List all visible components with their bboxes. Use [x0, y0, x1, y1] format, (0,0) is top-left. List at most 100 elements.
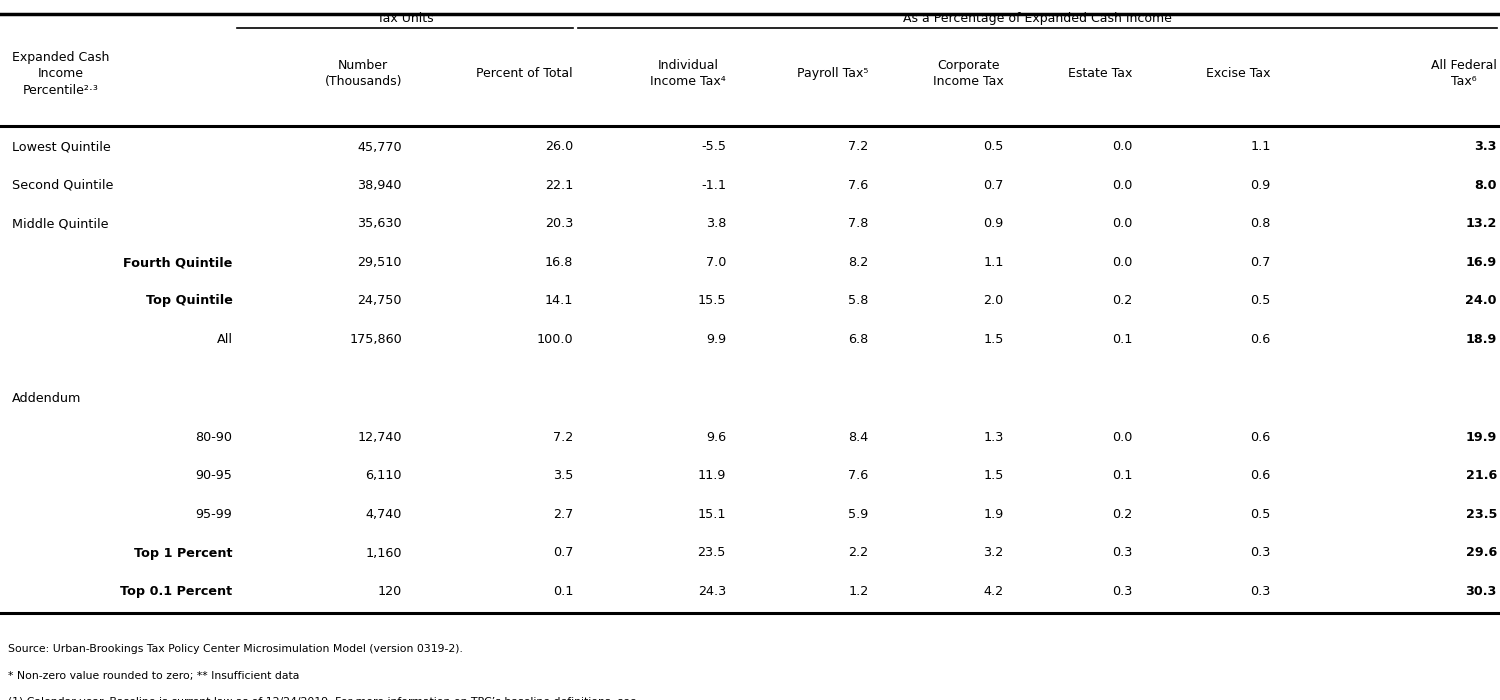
- Text: 2.0: 2.0: [984, 295, 1004, 307]
- Text: 0.2: 0.2: [1112, 508, 1132, 521]
- Text: Addendum: Addendum: [12, 393, 81, 405]
- Text: 120: 120: [378, 585, 402, 598]
- Text: Top 1 Percent: Top 1 Percent: [134, 547, 232, 559]
- Text: 0.9: 0.9: [1251, 179, 1270, 192]
- Text: 7.6: 7.6: [847, 470, 868, 482]
- Text: 0.9: 0.9: [984, 218, 1004, 230]
- Text: 1.5: 1.5: [982, 333, 1004, 346]
- Text: 6.8: 6.8: [847, 333, 868, 346]
- Text: 0.3: 0.3: [1112, 547, 1132, 559]
- Text: 7.0: 7.0: [705, 256, 726, 269]
- Text: 9.6: 9.6: [706, 431, 726, 444]
- Text: 5.8: 5.8: [847, 295, 868, 307]
- Text: 9.9: 9.9: [706, 333, 726, 346]
- Text: Middle Quintile: Middle Quintile: [12, 218, 108, 230]
- Text: 0.1: 0.1: [1112, 470, 1132, 482]
- Text: 0.5: 0.5: [1250, 508, 1270, 521]
- Text: 3.2: 3.2: [984, 547, 1004, 559]
- Text: As a Percentage of Expanded Cash Income: As a Percentage of Expanded Cash Income: [903, 12, 1172, 25]
- Text: 15.5: 15.5: [698, 295, 726, 307]
- Text: 1.2: 1.2: [847, 585, 868, 598]
- Text: 38,940: 38,940: [357, 179, 402, 192]
- Text: 8.2: 8.2: [847, 256, 868, 269]
- Text: Estate Tax: Estate Tax: [1068, 67, 1132, 80]
- Text: 0.0: 0.0: [1112, 179, 1132, 192]
- Text: 0.7: 0.7: [552, 547, 573, 559]
- Text: 45,770: 45,770: [357, 141, 402, 153]
- Text: 0.0: 0.0: [1112, 141, 1132, 153]
- Text: 80-90: 80-90: [195, 431, 232, 444]
- Text: 1,160: 1,160: [366, 547, 402, 559]
- Text: 11.9: 11.9: [698, 470, 726, 482]
- Text: 14.1: 14.1: [544, 295, 573, 307]
- Text: 0.3: 0.3: [1112, 585, 1132, 598]
- Text: Corporate
Income Tax: Corporate Income Tax: [933, 59, 1004, 88]
- Text: Tax Units: Tax Units: [376, 12, 433, 25]
- Text: 90-95: 90-95: [195, 470, 232, 482]
- Text: Lowest Quintile: Lowest Quintile: [12, 141, 111, 153]
- Text: 0.6: 0.6: [1251, 333, 1270, 346]
- Text: Number
(Thousands): Number (Thousands): [324, 59, 402, 88]
- Text: 3.8: 3.8: [705, 218, 726, 230]
- Text: Second Quintile: Second Quintile: [12, 179, 114, 192]
- Text: Top Quintile: Top Quintile: [146, 295, 232, 307]
- Text: 29,510: 29,510: [357, 256, 402, 269]
- Text: 0.3: 0.3: [1250, 585, 1270, 598]
- Text: 0.3: 0.3: [1250, 547, 1270, 559]
- Text: 23.5: 23.5: [1466, 508, 1497, 521]
- Text: 19.9: 19.9: [1466, 431, 1497, 444]
- Text: 20.3: 20.3: [544, 218, 573, 230]
- Text: 0.2: 0.2: [1112, 295, 1132, 307]
- Text: 0.1: 0.1: [1112, 333, 1132, 346]
- Text: 4.2: 4.2: [984, 585, 1004, 598]
- Text: 0.6: 0.6: [1251, 470, 1270, 482]
- Text: 0.0: 0.0: [1112, 256, 1132, 269]
- Text: Fourth Quintile: Fourth Quintile: [123, 256, 232, 269]
- Text: 7.2: 7.2: [552, 431, 573, 444]
- Text: 175,860: 175,860: [350, 333, 402, 346]
- Text: 0.6: 0.6: [1251, 431, 1270, 444]
- Text: Individual
Income Tax⁴: Individual Income Tax⁴: [651, 59, 726, 88]
- Text: 0.5: 0.5: [1250, 295, 1270, 307]
- Text: 100.0: 100.0: [537, 333, 573, 346]
- Text: 35,630: 35,630: [357, 218, 402, 230]
- Text: Excise Tax: Excise Tax: [1206, 67, 1270, 80]
- Text: 0.1: 0.1: [552, 585, 573, 598]
- Text: 7.2: 7.2: [847, 141, 868, 153]
- Text: 8.0: 8.0: [1474, 179, 1497, 192]
- Text: 5.9: 5.9: [847, 508, 868, 521]
- Text: 0.5: 0.5: [982, 141, 1004, 153]
- Text: 95-99: 95-99: [195, 508, 232, 521]
- Text: 7.8: 7.8: [847, 218, 868, 230]
- Text: Payroll Tax⁵: Payroll Tax⁵: [796, 67, 868, 80]
- Text: 26.0: 26.0: [544, 141, 573, 153]
- Text: 29.6: 29.6: [1466, 547, 1497, 559]
- Text: 21.6: 21.6: [1466, 470, 1497, 482]
- Text: (1) Calendar year. Baseline is current law as of 12/24/2019. For more informatio: (1) Calendar year. Baseline is current l…: [8, 697, 639, 700]
- Text: 13.2: 13.2: [1466, 218, 1497, 230]
- Text: 1.1: 1.1: [1250, 141, 1270, 153]
- Text: 18.9: 18.9: [1466, 333, 1497, 346]
- Text: 1.5: 1.5: [982, 470, 1004, 482]
- Text: 3.3: 3.3: [1474, 141, 1497, 153]
- Text: All: All: [216, 333, 232, 346]
- Text: -5.5: -5.5: [700, 141, 726, 153]
- Text: Percent of Total: Percent of Total: [477, 67, 573, 80]
- Text: Source: Urban-Brookings Tax Policy Center Microsimulation Model (version 0319-2): Source: Urban-Brookings Tax Policy Cente…: [8, 644, 462, 654]
- Text: * Non-zero value rounded to zero; ** Insufficient data: * Non-zero value rounded to zero; ** Ins…: [8, 671, 298, 681]
- Text: 24.0: 24.0: [1466, 295, 1497, 307]
- Text: 16.9: 16.9: [1466, 256, 1497, 269]
- Text: 15.1: 15.1: [698, 508, 726, 521]
- Text: 8.4: 8.4: [847, 431, 868, 444]
- Text: 3.5: 3.5: [552, 470, 573, 482]
- Text: 16.8: 16.8: [544, 256, 573, 269]
- Text: 24,750: 24,750: [357, 295, 402, 307]
- Text: -1.1: -1.1: [700, 179, 726, 192]
- Text: 1.1: 1.1: [982, 256, 1004, 269]
- Text: 22.1: 22.1: [544, 179, 573, 192]
- Text: Top 0.1 Percent: Top 0.1 Percent: [120, 585, 232, 598]
- Text: 2.7: 2.7: [552, 508, 573, 521]
- Text: 23.5: 23.5: [698, 547, 726, 559]
- Text: 12,740: 12,740: [357, 431, 402, 444]
- Text: 30.3: 30.3: [1466, 585, 1497, 598]
